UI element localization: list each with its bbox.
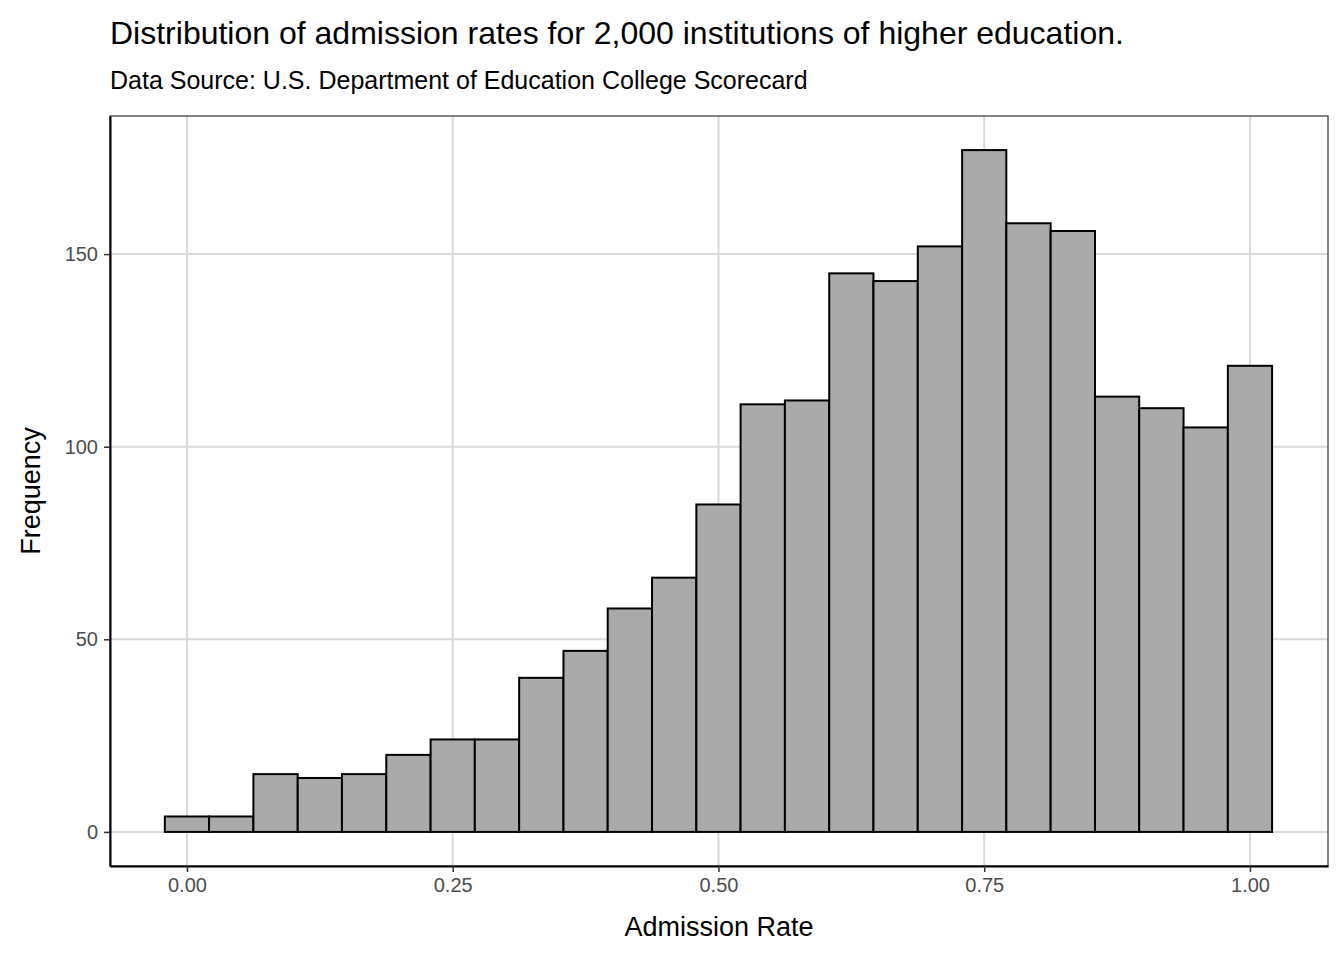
histogram-bar: [652, 578, 696, 832]
histogram-bar: [209, 817, 253, 832]
histogram-bar: [386, 755, 430, 832]
histogram-bar: [1228, 366, 1272, 832]
histogram-bar: [1006, 223, 1050, 832]
histogram-bar: [1051, 231, 1095, 832]
x-axis: 0.00 0.25 0.50 0.75 1.00: [111, 866, 1329, 896]
y-tick: 100: [65, 436, 110, 458]
histogram-bar: [873, 281, 917, 832]
x-tick: 0.75: [965, 866, 1004, 896]
x-tick-label: 0.75: [965, 874, 1004, 896]
histogram-bar: [298, 778, 342, 832]
bars: [165, 150, 1272, 832]
histogram-bar: [342, 774, 386, 832]
x-tick-label: 0.50: [699, 874, 738, 896]
x-tick-mark: [187, 866, 189, 872]
y-tick-label: 100: [65, 436, 98, 458]
x-tick-mark: [984, 866, 986, 872]
histogram-bar: [431, 739, 475, 831]
y-axis-line: [110, 117, 112, 867]
plot-frame: [110, 116, 1328, 866]
y-tick: 150: [65, 243, 110, 265]
histogram-bar: [563, 651, 607, 832]
histogram-bar: [696, 504, 740, 831]
x-tick: 0.25: [434, 866, 473, 896]
histogram-bar: [962, 150, 1006, 832]
grid-line-x: [186, 116, 188, 866]
histogram-bar: [519, 678, 563, 832]
histogram-bar: [829, 273, 873, 832]
x-tick: 1.00: [1231, 866, 1270, 896]
x-tick-label: 0.25: [434, 874, 473, 896]
y-tick-label: 0: [87, 821, 98, 843]
x-tick-mark: [1250, 866, 1252, 872]
y-tick: 0: [87, 821, 110, 843]
y-axis: 0 50 100 150: [65, 117, 111, 867]
x-tick-mark: [718, 866, 720, 872]
histogram-bar: [918, 246, 962, 832]
x-tick-mark: [452, 866, 454, 872]
histogram-bar: [475, 739, 519, 831]
x-tick: 0.50: [699, 866, 738, 896]
y-axis-title: Frequency: [16, 427, 46, 555]
subtitle: Data Source: U.S. Department of Educatio…: [110, 66, 808, 94]
plot-background: [110, 116, 1328, 866]
histogram-bar: [741, 404, 785, 832]
x-tick-label: 1.00: [1231, 874, 1270, 896]
y-tick-mark: [104, 254, 110, 256]
histogram-bar: [1184, 427, 1228, 831]
histogram-bar: [608, 608, 652, 831]
x-axis-title: Admission Rate: [624, 912, 813, 942]
x-tick-label: 0.00: [168, 874, 207, 896]
y-tick-mark: [104, 832, 110, 834]
title: Distribution of admission rates for 2,00…: [110, 15, 1124, 51]
y-tick-label: 150: [65, 243, 98, 265]
histogram-bar: [1095, 397, 1139, 832]
y-tick-mark: [104, 446, 110, 448]
histogram-bar: [253, 774, 297, 832]
grid-line-y: [110, 253, 1328, 255]
histogram-bar: [1139, 408, 1183, 832]
x-tick: 0.00: [168, 866, 207, 896]
y-tick-mark: [104, 639, 110, 641]
histogram-bar: [165, 817, 209, 832]
grid: [110, 116, 1328, 866]
histogram-bar: [785, 400, 829, 831]
y-tick-label: 50: [76, 628, 98, 650]
chart: 0.00 0.25 0.50 0.75 1.00 0 50 100 150 Distributio…: [0, 0, 1344, 960]
y-tick: 50: [76, 628, 110, 650]
